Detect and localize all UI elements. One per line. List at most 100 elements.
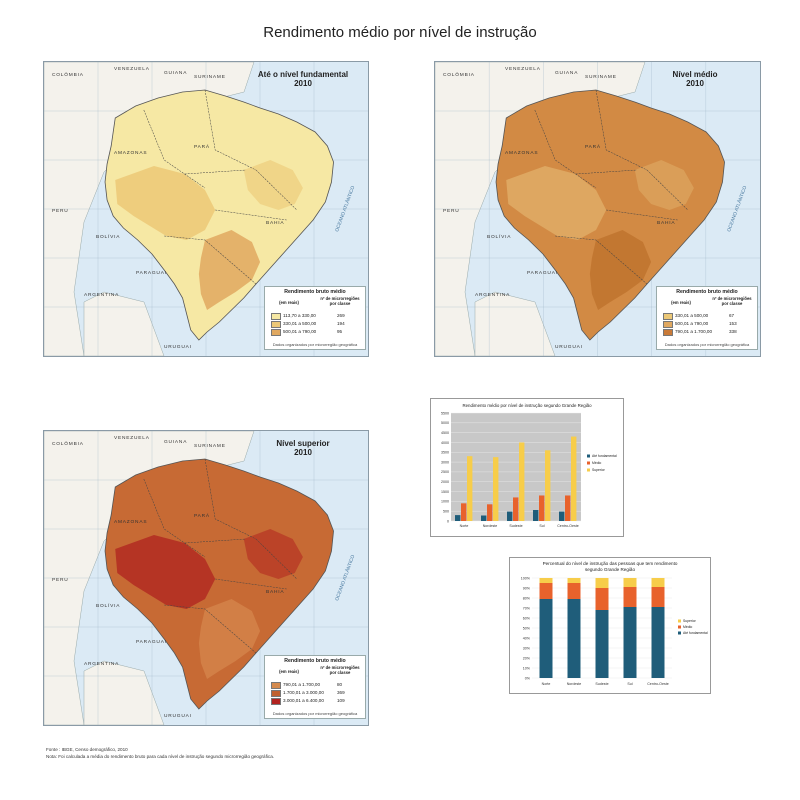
legend-swatch — [271, 313, 281, 320]
map-title: Até o nível fundamental 2010 — [248, 70, 358, 88]
legend-unit: (em reais) — [279, 669, 299, 674]
chart1-bar — [507, 511, 513, 521]
chart1-ytick: 4500 — [441, 431, 449, 435]
map-label-bolivia: BOLÍVIA — [96, 233, 120, 240]
chart1-bar — [519, 442, 525, 521]
map-label-guiana: GUIANA — [555, 70, 578, 76]
chart1-ytick: 1000 — [441, 500, 449, 504]
chart2-title-line2: segundo Grande Região — [585, 567, 636, 572]
legend-title: Rendimento bruto médio — [284, 289, 346, 295]
legend-count: 95 — [337, 329, 343, 334]
map-label-venezuela: VENEZUELA — [505, 66, 541, 72]
map-title-year: 2010 — [294, 79, 312, 88]
map-label-colombia: COLÔMBIA — [52, 440, 84, 447]
neighbour-land-south — [474, 291, 556, 356]
legend-count: 269 — [337, 313, 345, 318]
chart2-ytick: 70% — [523, 606, 531, 610]
page-title: Rendimento médio por nível de instrução — [263, 24, 537, 41]
chart1-bar — [533, 510, 539, 521]
map-label-peru: PERU — [443, 208, 460, 214]
map-title: Nível médio 2010 — [640, 70, 750, 88]
legend-count-header: nº de microrregiões por classe — [320, 296, 360, 306]
state-border — [164, 604, 257, 654]
chart1-xtick: Sudeste — [509, 524, 522, 528]
state-border — [164, 235, 257, 285]
legend-title: Rendimento bruto médio — [676, 289, 738, 295]
map-label-guiana: GUIANA — [164, 70, 187, 76]
chart2-ytick: 50% — [523, 626, 531, 630]
map-superior: COLÔMBIA VENEZUELA GUIANA SURINAME PERU BOLÍV… — [43, 430, 369, 726]
chart1-ytick: 1500 — [441, 490, 449, 494]
map-label-peru: PERU — [52, 208, 69, 214]
map-fundamental: COLÔMBIA VENEZUELA GUIANA SURINAME PERU BOLÍV… — [43, 61, 369, 357]
brazil-shape — [104, 89, 334, 341]
map-legend: Rendimento bruto médio (em reais) nº de mi… — [264, 286, 366, 350]
legend-count: 109 — [337, 698, 345, 703]
legend-count-header: nº de microrregiões por classe — [320, 665, 360, 675]
chart1-legend-label: Superior — [592, 468, 606, 472]
chart1-ytick: 3000 — [441, 460, 449, 464]
chart2-legend-swatch — [678, 625, 681, 629]
map-label-suriname: SURINAME — [585, 74, 617, 80]
legend-range: 330,01 a 500,00 — [675, 313, 709, 318]
chart1-bar — [539, 495, 545, 521]
chart1-ytick: 4000 — [441, 441, 449, 445]
legend-row: 113,70 a 330,00 269 — [271, 313, 361, 320]
map-title-line1: Nível médio — [672, 70, 718, 79]
chart1-xtick: Nordeste — [483, 524, 498, 528]
legend-row: 3.000,01 a 6.400,00 109 — [271, 698, 361, 705]
stacked-chart-svg: Percentual do nível de instrução das pes… — [521, 561, 708, 686]
legend-count: 338 — [729, 329, 737, 334]
state-border — [575, 169, 637, 175]
legend-range: 500,01 a 790,00 — [283, 329, 317, 334]
state-border — [204, 458, 257, 540]
legend-swatch — [663, 321, 673, 328]
map-label-uruguai: URUGUAI — [164, 344, 192, 350]
calc-note: Nota: Foi calculada a média do rendiment… — [46, 754, 275, 759]
map-legend: Rendimento bruto médio (em reais) nº de mi… — [656, 286, 758, 350]
map-label-para: PARÁ — [194, 512, 210, 519]
chart2-xtick: Sul — [627, 682, 632, 686]
chart2-bar-segment — [595, 610, 609, 678]
map-label-peru: PERU — [52, 577, 69, 583]
state-border — [215, 578, 287, 590]
legend-count: 153 — [729, 321, 737, 326]
class-region — [506, 166, 607, 240]
chart2-ytick: 30% — [523, 646, 531, 650]
brazil-shape — [104, 458, 334, 710]
legend-range: 790,01 a 1.700,00 — [675, 329, 713, 334]
chart1-legend-label: Médio — [592, 461, 601, 465]
map-label-paraguai: PARAGUAI — [136, 270, 167, 276]
chart2-bar-segment — [651, 607, 665, 678]
map-label-suriname: SURINAME — [194, 74, 226, 80]
legend-range: 330,01 a 500,00 — [283, 321, 317, 326]
legend-swatch — [271, 321, 281, 328]
chart2-bar-segment — [539, 599, 553, 678]
legend-range: 113,70 a 330,00 — [283, 313, 316, 318]
state-border — [215, 209, 287, 221]
legend-count-header: nº de microrregiões por classe — [712, 296, 752, 306]
chart1-bar — [559, 511, 565, 521]
map-label-amazonas: AMAZONAS — [114, 519, 147, 525]
chart1-title: Rendimento médio por nível de instrução … — [462, 403, 592, 408]
map-label-venezuela: VENEZUELA — [114, 435, 150, 441]
chart1-ytick: 3500 — [441, 451, 449, 455]
chart2-ytick: 0% — [525, 676, 531, 680]
state-border — [595, 89, 648, 171]
map-svg: COLÔMBIA VENEZUELA GUIANA SURINAME PERU BOLÍV… — [44, 62, 368, 356]
chart1-ytick: 5500 — [441, 411, 449, 415]
chart1-ytick: 5000 — [441, 421, 449, 425]
legend-row: 500,01 a 790,00 153 — [663, 321, 753, 328]
map-label-guiana: GUIANA — [164, 439, 187, 445]
class-region — [198, 230, 261, 310]
chart1-bar — [461, 503, 467, 521]
source-note: Fonte : IBGE, Censo demográfico, 2010 — [46, 747, 128, 752]
legend-row: 1.700,01 a 3.000,00 369 — [271, 690, 361, 697]
map-label-bahia: BAHIA — [266, 589, 284, 595]
chart2-legend-label: Superior — [683, 619, 697, 623]
chart1-legend-swatch — [587, 454, 590, 458]
chart1-ytick: 0 — [447, 519, 449, 523]
state-border — [184, 169, 246, 175]
stacked-chart-percentual: Percentual do nível de instrução das pes… — [509, 557, 711, 694]
chart2-ytick: 60% — [523, 616, 531, 620]
